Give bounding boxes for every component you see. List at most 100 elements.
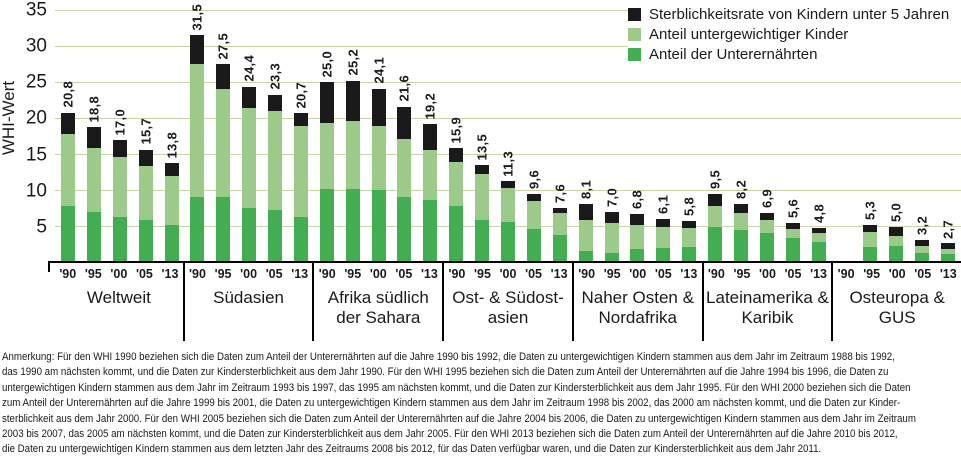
bar-groups: 20,8 18,8 17,0 15,7 13,8 31,5 27,5 24,4 23,3 20,7…: [55, 4, 961, 263]
stacked-bar: 2,7: [941, 220, 956, 263]
mortality-segment: [216, 64, 231, 89]
mortality-segment: [785, 222, 800, 230]
bar-value-label: 11,3: [500, 150, 516, 177]
underweight-segment: [345, 120, 360, 190]
mortality-segment: [164, 163, 179, 176]
underweight-segment: [138, 166, 153, 220]
region-group: 8,1 7,0 6,8 6,1 5,8: [573, 10, 702, 263]
underweight-segment: [630, 224, 645, 249]
region-group: 20,8 18,8 17,0 15,7 13,8: [55, 10, 184, 263]
underweight-segment: [293, 126, 308, 218]
x-year-label: '05: [265, 267, 283, 281]
bar-value-label: 19,2: [422, 92, 438, 120]
bar-value-label: 24,4: [241, 55, 257, 82]
stacked-bar: 7,0: [604, 188, 619, 263]
x-year-label: '05: [525, 267, 543, 281]
mortality-segment: [242, 86, 257, 108]
bar-value-label: 6,9: [759, 189, 775, 209]
bar-slot: 9,6: [521, 10, 547, 263]
mortality-segment: [345, 80, 360, 121]
underweight-segment: [164, 175, 179, 226]
undernourished-segment: [242, 208, 257, 263]
x-year-label: '13: [939, 267, 957, 281]
mortality-segment: [863, 224, 878, 232]
region-label: Südasien: [185, 288, 313, 308]
stacked-bar: 27,5: [216, 33, 231, 263]
stacked-bar: 24,1: [371, 57, 386, 263]
undernourished-segment: [397, 197, 412, 263]
region-label: Naher Osten & Nordafrika: [574, 288, 702, 328]
underweight-segment: [500, 187, 515, 222]
stacked-bar: 6,1: [656, 195, 671, 263]
bar-slot: 4,8: [806, 10, 832, 263]
bar-value-label: 7,0: [604, 188, 620, 208]
stacked-bar: 8,2: [733, 180, 748, 263]
bar-value-label: 7,6: [552, 184, 568, 204]
mortality-segment: [682, 221, 697, 228]
note-line: die Daten zu untergewichtigen Kindern st…: [2, 443, 822, 456]
y-tick-label: 15: [25, 144, 47, 166]
bar-value-label: 6,8: [629, 189, 645, 209]
region-label: Osteuropa & GUS: [833, 288, 961, 328]
x-year-label: '00: [110, 267, 128, 281]
note-line: das 1990 am nächsten kommt, und die Date…: [2, 366, 889, 379]
mortality-segment: [552, 208, 567, 214]
x-year-label: '95: [214, 267, 232, 281]
underweight-segment: [733, 213, 748, 230]
region-label-line: Naher Osten &: [581, 288, 694, 307]
mortality-segment: [811, 228, 826, 234]
bar-slot: 8,2: [728, 10, 754, 263]
undernourished-segment: [604, 252, 619, 263]
bar-slot: 18,8: [81, 10, 107, 263]
bar-value-label: 8,2: [733, 179, 749, 199]
stacked-bar: 5,0: [889, 203, 904, 263]
y-tick-label: 35: [25, 0, 47, 21]
bar-value-label: 31,5: [189, 3, 205, 31]
x-year-label: '13: [161, 267, 179, 281]
bar-slot: 17,0: [107, 10, 133, 263]
undernourished-segment: [915, 252, 930, 263]
bar-slot: 7,0: [599, 10, 625, 263]
mortality-segment: [500, 181, 515, 188]
bar-slot: 19,2: [417, 10, 443, 263]
bar-slot: 2,7: [935, 10, 961, 263]
x-year-label: '05: [914, 267, 932, 281]
mortality-segment: [889, 226, 904, 236]
x-axis-left-tick: [48, 261, 50, 272]
legend-item: Anteil untergewichtiger Kinder: [628, 27, 961, 42]
bar-slot: 20,8: [55, 10, 81, 263]
bar-value-label: 9,6: [526, 169, 542, 189]
undernourished-segment: [941, 254, 956, 263]
underweight-segment: [371, 126, 386, 190]
stacked-bar: 5,3: [863, 201, 878, 263]
underweight-segment: [889, 235, 904, 247]
mortality-segment: [190, 35, 205, 64]
bar-slot: 6,9: [754, 10, 780, 263]
stacked-bar: 6,9: [759, 189, 774, 263]
note-line: zum Anteil der Unterernährten auf die Ja…: [2, 397, 901, 410]
x-year-label: '00: [888, 267, 906, 281]
region-label-line: Karibik: [741, 308, 794, 328]
x-year-label: '90: [189, 267, 206, 281]
bar-slot: 31,5: [184, 4, 210, 263]
undernourished-segment: [708, 226, 723, 263]
region-axis-cell: '90 '95 '00 '05 '13 Ost- & Südost-asien: [442, 263, 572, 341]
undernourished-segment: [578, 251, 593, 263]
underweight-segment: [708, 205, 723, 227]
region-label: Weltweit: [55, 288, 183, 308]
region-label-line: Südasien: [213, 288, 285, 307]
mortality-segment: [268, 94, 283, 112]
stacked-bar: 24,4: [242, 55, 257, 263]
undernourished-segment: [552, 234, 567, 263]
gridline: [55, 45, 961, 47]
x-year-label: '90: [837, 267, 855, 281]
stacked-bar: 9,6: [526, 170, 541, 263]
bar-value-label: 3,2: [914, 215, 930, 235]
bar-slot: 13,5: [469, 10, 495, 263]
x-axis-line: [48, 261, 961, 263]
bar-slot: 15,7: [133, 10, 159, 263]
undernourished-segment: [216, 197, 231, 263]
bar-slot: 24,4: [236, 10, 262, 263]
region-group: 9,5 8,2 6,9 5,6 4,8: [702, 10, 831, 263]
bar-slot: 6,8: [624, 10, 650, 263]
